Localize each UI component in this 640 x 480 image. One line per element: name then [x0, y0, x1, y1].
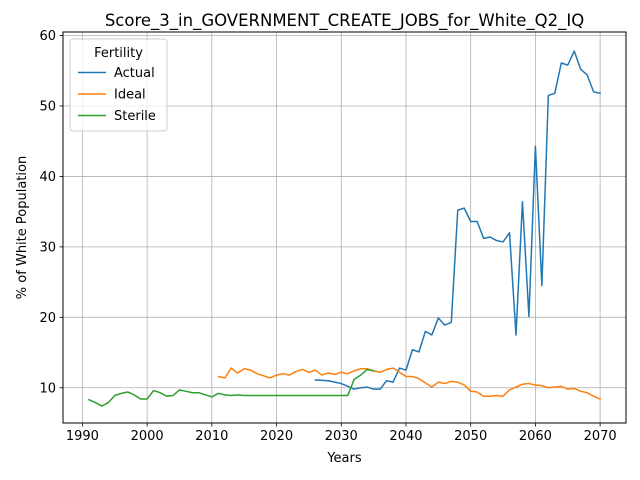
legend-label-sterile: Sterile [114, 109, 156, 124]
series-line-ideal [217, 367, 602, 401]
chart-title: Score_3_in_GOVERNMENT_CREATE_JOBS_for_Wh… [105, 11, 584, 31]
y-tick-label: 20 [39, 311, 56, 326]
series-line-actual [314, 50, 602, 390]
plot-frame [62, 31, 627, 424]
y-axis-label: % of White Population [15, 156, 30, 299]
x-tick-label: 2000 [131, 429, 164, 444]
y-tick-label: 60 [39, 29, 56, 44]
y-tick-label: 40 [39, 170, 56, 185]
x-tick-label: 1990 [66, 429, 99, 444]
x-tick-label: 2010 [195, 429, 228, 444]
y-tick-label: 10 [39, 381, 56, 396]
axis-ticks: 1990 2000 2010 2020 2030 2040 2050 2060 20701020… [39, 29, 616, 444]
x-tick-label: 2050 [454, 429, 487, 444]
x-tick-label: 2030 [325, 429, 358, 444]
x-tick-label: 2070 [584, 429, 617, 444]
series-line-sterile [87, 368, 375, 407]
legend-label-actual: Actual [114, 66, 155, 81]
x-axis-label: Years [326, 451, 362, 466]
legend-box [69, 38, 168, 132]
series-lines [87, 50, 602, 407]
legend: Fertility Actual Ideal Sterile [69, 38, 168, 132]
x-tick-label: 2020 [260, 429, 293, 444]
legend-title: Fertility [94, 46, 143, 61]
x-tick-label: 2040 [389, 429, 422, 444]
legend-label-ideal: Ideal [114, 88, 146, 103]
y-tick-label: 50 [39, 99, 56, 114]
legend-items: Actual Ideal Sterile [78, 66, 156, 124]
x-tick-label: 2060 [519, 429, 552, 444]
grid [63, 32, 626, 423]
y-tick-label: 30 [39, 240, 56, 255]
